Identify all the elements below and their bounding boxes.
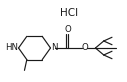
Text: N: N	[51, 43, 57, 52]
Text: O: O	[65, 25, 72, 34]
Text: O: O	[81, 43, 88, 52]
Text: HN: HN	[5, 43, 18, 52]
Text: HCl: HCl	[60, 8, 78, 18]
